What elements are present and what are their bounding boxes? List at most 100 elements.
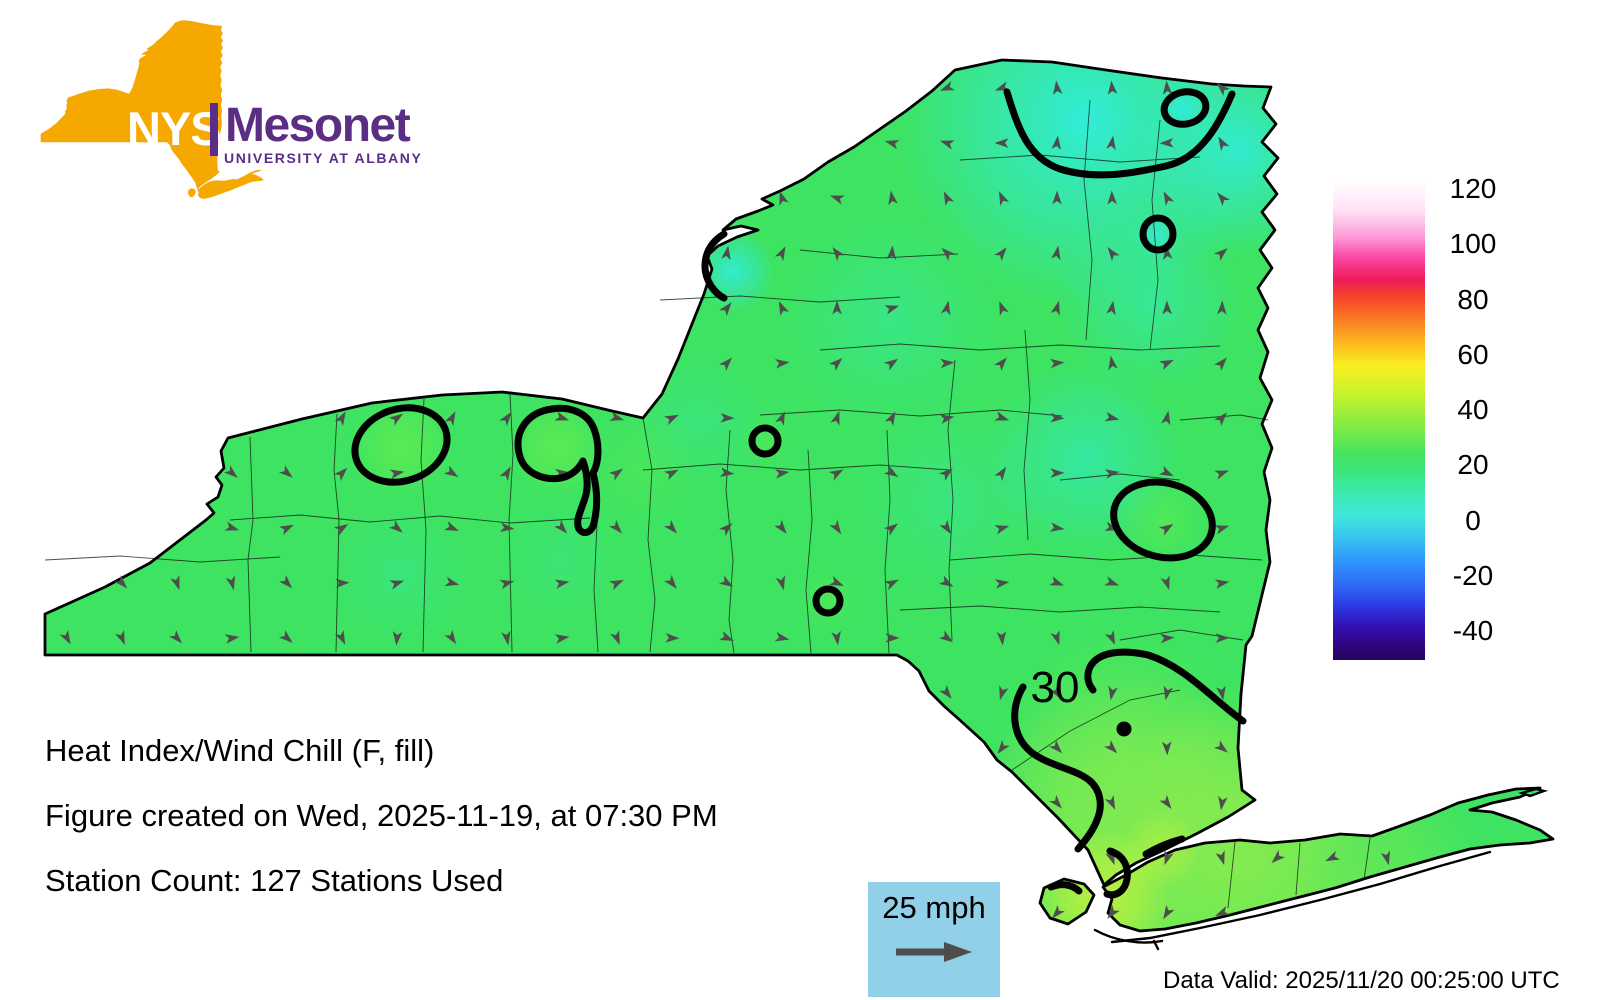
wind-arrow-icon bbox=[774, 359, 790, 369]
colorbar-tick: -20 bbox=[1452, 559, 1494, 591]
wind-arrow-icon bbox=[886, 245, 897, 260]
county-borders bbox=[44, 99, 1371, 909]
wind-arrow-icon bbox=[1107, 246, 1120, 262]
wind-arrow-icon bbox=[1107, 190, 1118, 205]
wind-arrow-icon bbox=[1160, 575, 1170, 591]
wind-arrow-icon bbox=[994, 525, 1010, 535]
wind-arrow-icon bbox=[1106, 300, 1116, 316]
wind-arrow-icon bbox=[1159, 465, 1174, 477]
wind-arrow-icon bbox=[278, 630, 293, 643]
wind-arrow-icon bbox=[999, 301, 1009, 316]
wind-arrow-icon bbox=[335, 578, 350, 589]
wind-arrow-icon bbox=[279, 574, 293, 589]
wind-arrow-icon bbox=[665, 633, 680, 643]
wind-arrow-icon bbox=[940, 81, 955, 91]
wind-arrow-icon bbox=[884, 579, 899, 591]
wind-arrow-icon bbox=[499, 411, 512, 427]
wind-arrow-icon bbox=[831, 630, 841, 646]
wind-arrow-icon bbox=[939, 519, 952, 535]
wind-arrow-icon bbox=[832, 300, 842, 315]
wind-arrow-icon bbox=[1163, 904, 1175, 920]
wind-arrow-icon bbox=[940, 358, 955, 369]
wind-arrow-icon bbox=[1052, 904, 1065, 919]
wind-arrow-icon bbox=[444, 576, 460, 587]
wind-arrow-icon bbox=[1162, 300, 1172, 315]
wind-speed-arrow-icon bbox=[896, 942, 972, 962]
figure-created-text: Figure created on Wed, 2025-11-19, at 07… bbox=[45, 798, 718, 833]
wind-arrow-icon bbox=[554, 634, 570, 644]
wind-arrow-icon bbox=[1051, 135, 1061, 151]
wind-arrow-icon bbox=[224, 634, 240, 644]
wind-arrow-icon bbox=[1214, 357, 1227, 372]
wind-arrow-icon bbox=[888, 190, 898, 206]
wind-arrow-icon bbox=[721, 245, 731, 261]
wind-arrow-icon bbox=[885, 633, 900, 643]
colorbar-tick: 120 bbox=[1449, 173, 1497, 204]
colorbar-tick: 60 bbox=[1457, 338, 1489, 370]
wind-arrow-icon bbox=[1105, 630, 1115, 645]
wind-arrow-icon bbox=[334, 630, 346, 645]
wind-arrow-icon bbox=[1162, 80, 1173, 95]
wind-arrow-icon bbox=[1050, 300, 1060, 316]
wind-arrow-icon bbox=[994, 138, 1009, 148]
wind-arrow-icon bbox=[1163, 685, 1174, 701]
wind-arrow-icon bbox=[388, 520, 403, 533]
wind-arrow-icon bbox=[994, 357, 1007, 372]
figure-title: Heat Index/Wind Chill (F, fill) bbox=[45, 733, 435, 768]
wind-arrow-icon bbox=[609, 411, 625, 421]
wind-arrow-icon bbox=[554, 519, 568, 534]
wind-arrow-icon bbox=[1215, 850, 1225, 866]
wind-arrow-icon bbox=[718, 522, 733, 536]
wind-arrow-icon bbox=[610, 630, 620, 645]
wind-arrow-icon bbox=[279, 524, 294, 536]
wind-arrow-icon bbox=[1106, 135, 1116, 151]
wind-arrow-icon bbox=[609, 519, 623, 534]
wind-arrow-icon bbox=[1160, 633, 1175, 644]
wind-arrow-icon bbox=[1218, 795, 1228, 811]
wind-arrow-icon bbox=[938, 630, 954, 643]
wind-arrow-icon bbox=[943, 191, 955, 206]
wind-arrow-icon bbox=[1052, 190, 1062, 205]
wind-arrow-icon bbox=[444, 521, 459, 531]
wind-arrow-icon bbox=[884, 305, 900, 315]
wind-arrow-icon bbox=[389, 580, 405, 590]
wind-arrow-icon bbox=[444, 411, 456, 426]
colorbar-tick: 20 bbox=[1457, 449, 1489, 481]
wind-arrow-icon bbox=[1049, 794, 1062, 809]
colorbar-ticks: 120 100 80 60 40 20 0 -20 -40 bbox=[1434, 175, 1512, 645]
wind-arrow-icon bbox=[1163, 191, 1175, 206]
wind-arrow-icon bbox=[884, 140, 900, 150]
wind-arrow-icon bbox=[1107, 80, 1118, 95]
wind-arrow-icon bbox=[609, 579, 624, 591]
wind-arrow-icon bbox=[1050, 468, 1065, 478]
wind-speed-label: 25 mph bbox=[882, 890, 986, 925]
wind-arrow-icon bbox=[832, 247, 845, 262]
wind-speed-legend: 25 mph bbox=[868, 882, 1000, 997]
wind-arrow-icon bbox=[59, 629, 71, 645]
colorbar-gradient bbox=[1333, 181, 1425, 660]
wind-arrow-icon bbox=[664, 574, 677, 589]
wind-arrow-icon bbox=[1049, 739, 1063, 754]
wind-arrow-icon bbox=[774, 519, 787, 534]
contour-lines bbox=[351, 88, 1247, 899]
wind-arrow-icon bbox=[994, 81, 1010, 91]
wind-arrow-icon bbox=[828, 469, 844, 481]
wind-arrow-icon bbox=[334, 467, 348, 481]
wind-arrow-icon bbox=[883, 523, 898, 536]
wind-arrow-icon bbox=[392, 631, 403, 646]
wind-arrow-icon bbox=[554, 411, 570, 421]
wind-arrow-icon bbox=[1159, 137, 1174, 148]
wind-arrow-icon bbox=[720, 412, 735, 423]
wind-arrow-icon bbox=[388, 413, 404, 426]
wind-arrow-icon bbox=[1049, 576, 1065, 586]
wind-arrow-icon bbox=[1050, 630, 1060, 646]
wind-arrow-icon bbox=[1213, 248, 1228, 261]
wind-arrow-icon bbox=[1049, 684, 1062, 700]
wind-arrow-icon bbox=[1052, 80, 1063, 96]
wind-arrow-icon bbox=[1161, 410, 1171, 426]
wind-arrow-icon bbox=[1216, 685, 1226, 701]
wind-arrow-icon bbox=[664, 519, 678, 534]
colorbar-tick: 0 bbox=[1465, 504, 1481, 536]
wind-arrow-icon bbox=[170, 575, 180, 591]
wind-arrow-icon bbox=[718, 575, 734, 587]
